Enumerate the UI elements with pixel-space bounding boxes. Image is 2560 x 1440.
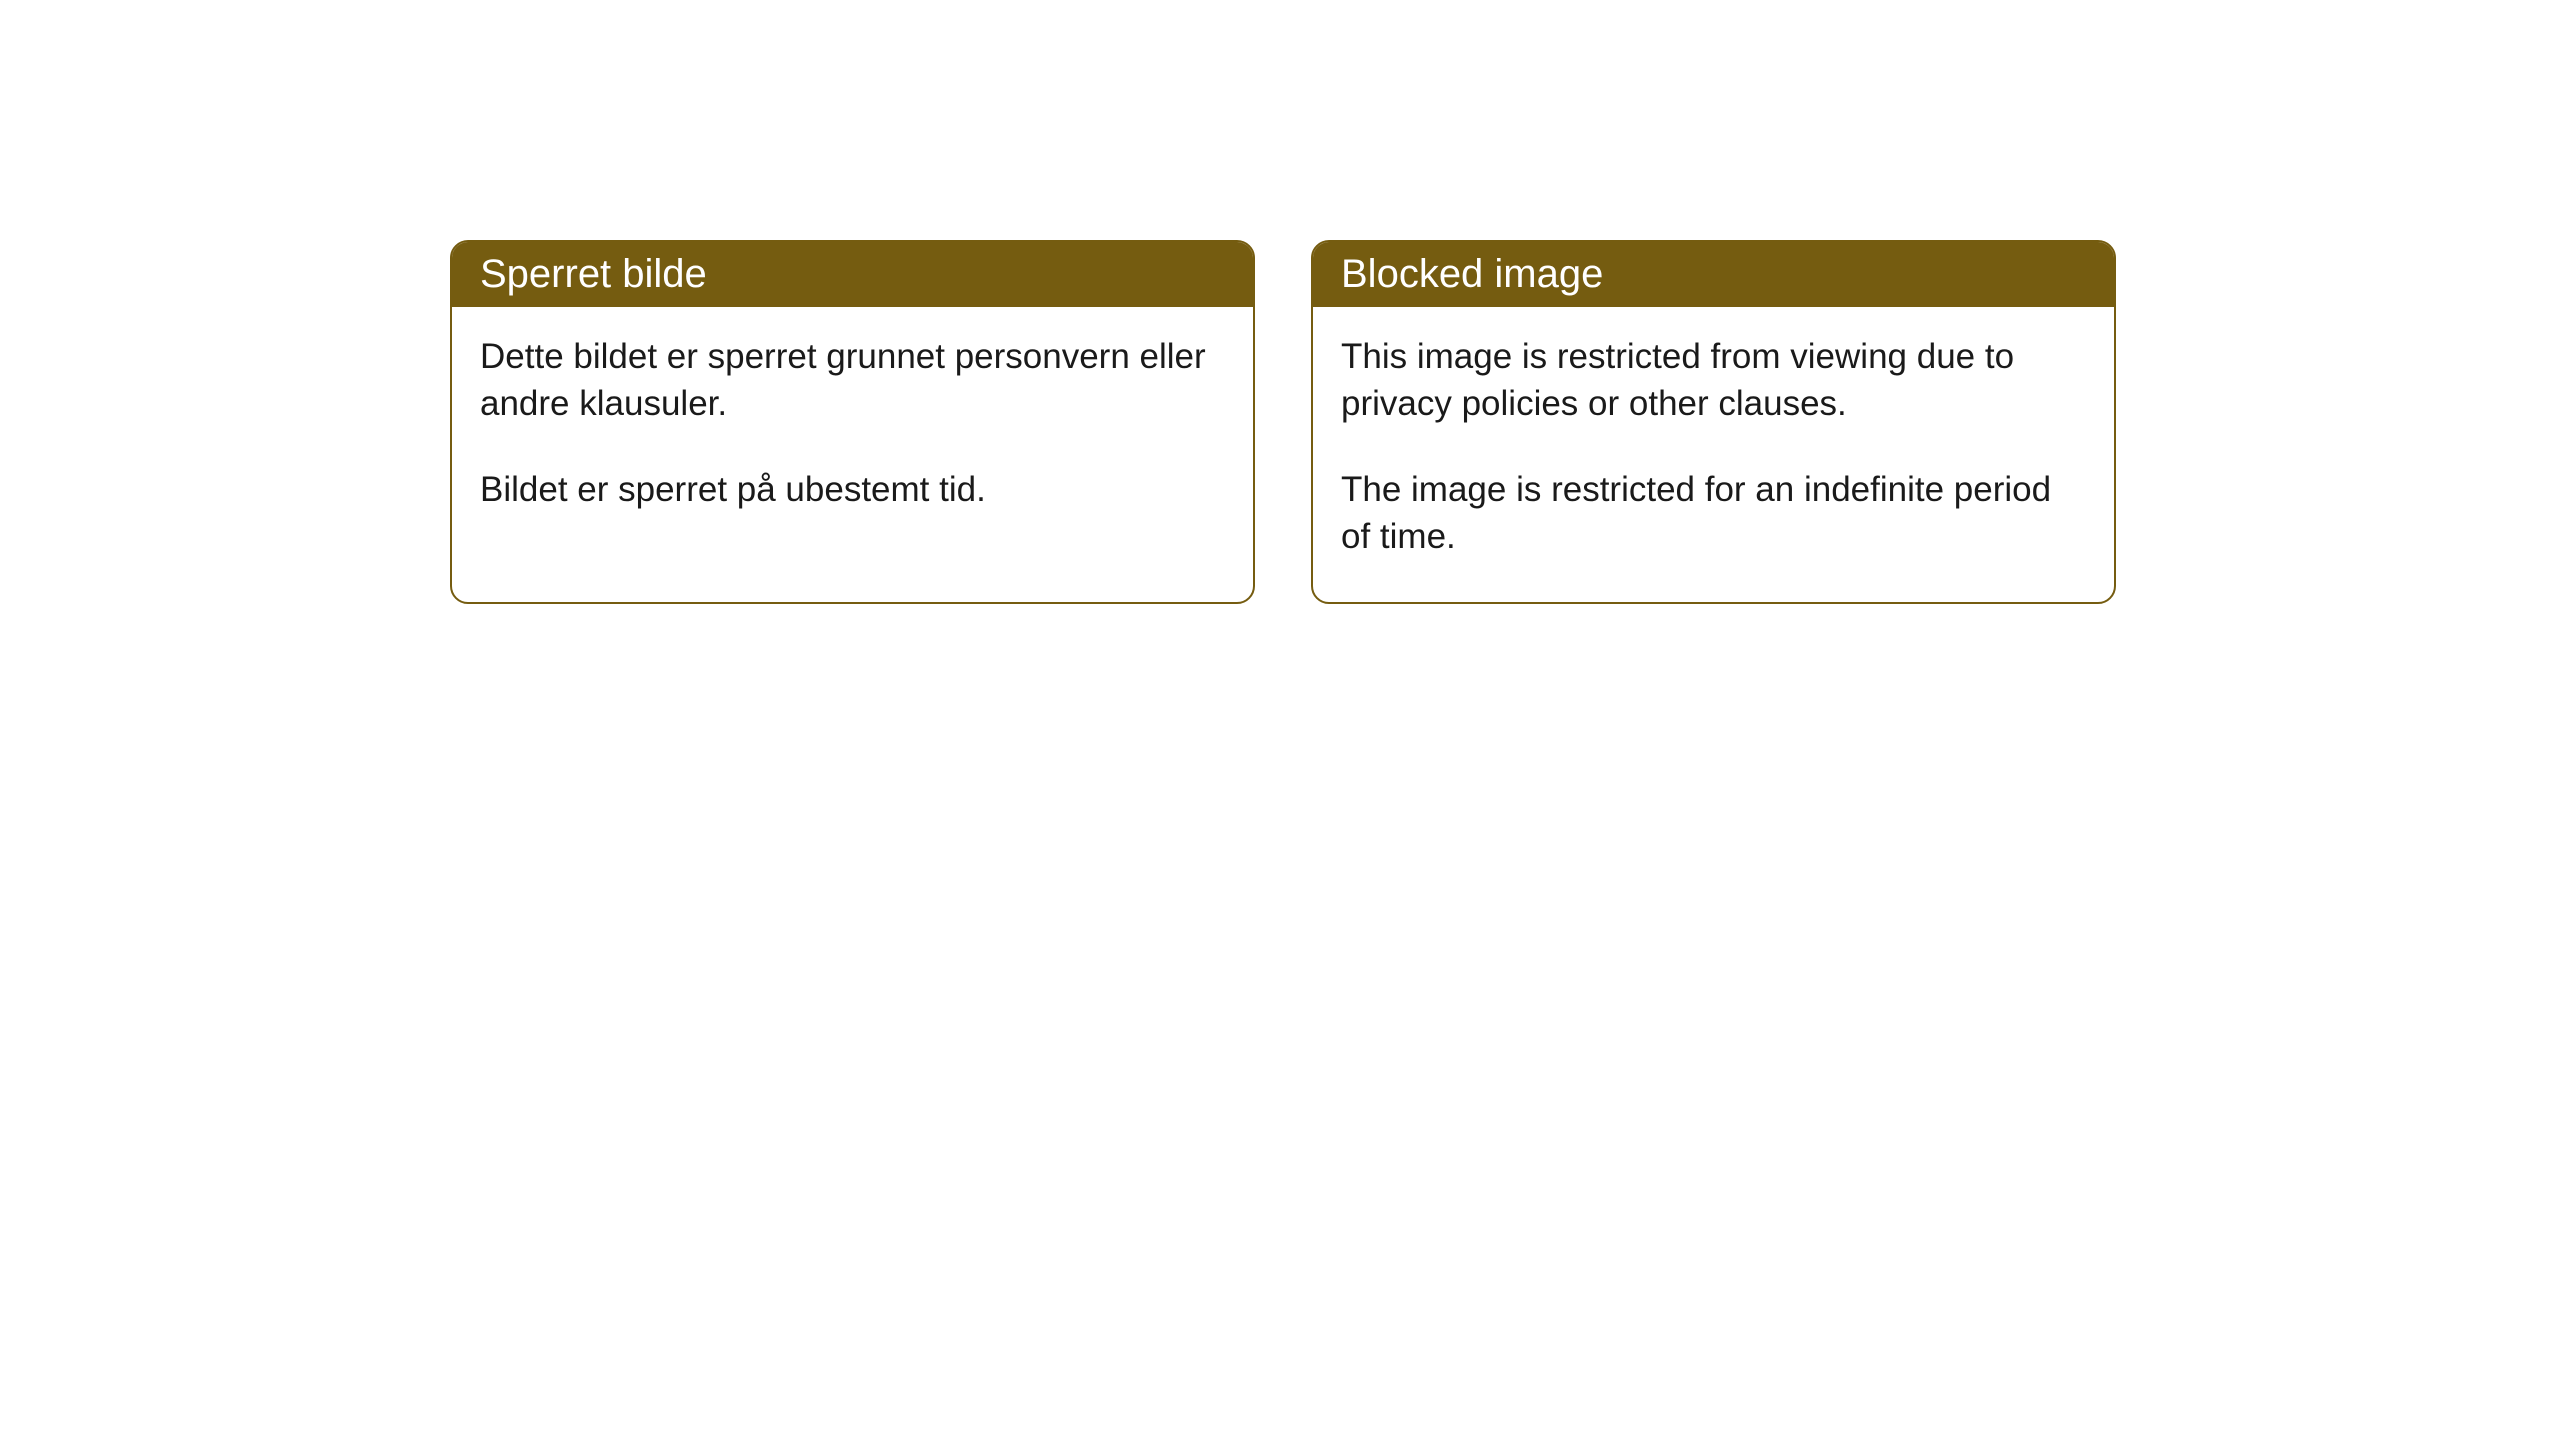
notice-cards-row: Sperret bilde Dette bildet er sperret gr…: [450, 240, 2560, 604]
card-paragraph: Bildet er sperret på ubestemt tid.: [480, 466, 1225, 513]
notice-card-norwegian: Sperret bilde Dette bildet er sperret gr…: [450, 240, 1255, 604]
card-paragraph: The image is restricted for an indefinit…: [1341, 466, 2086, 561]
notice-card-english: Blocked image This image is restricted f…: [1311, 240, 2116, 604]
card-body: Dette bildet er sperret grunnet personve…: [452, 307, 1253, 555]
card-body: This image is restricted from viewing du…: [1313, 307, 2114, 602]
card-paragraph: Dette bildet er sperret grunnet personve…: [480, 333, 1225, 428]
card-paragraph: This image is restricted from viewing du…: [1341, 333, 2086, 428]
card-title: Sperret bilde: [452, 242, 1253, 307]
card-title: Blocked image: [1313, 242, 2114, 307]
